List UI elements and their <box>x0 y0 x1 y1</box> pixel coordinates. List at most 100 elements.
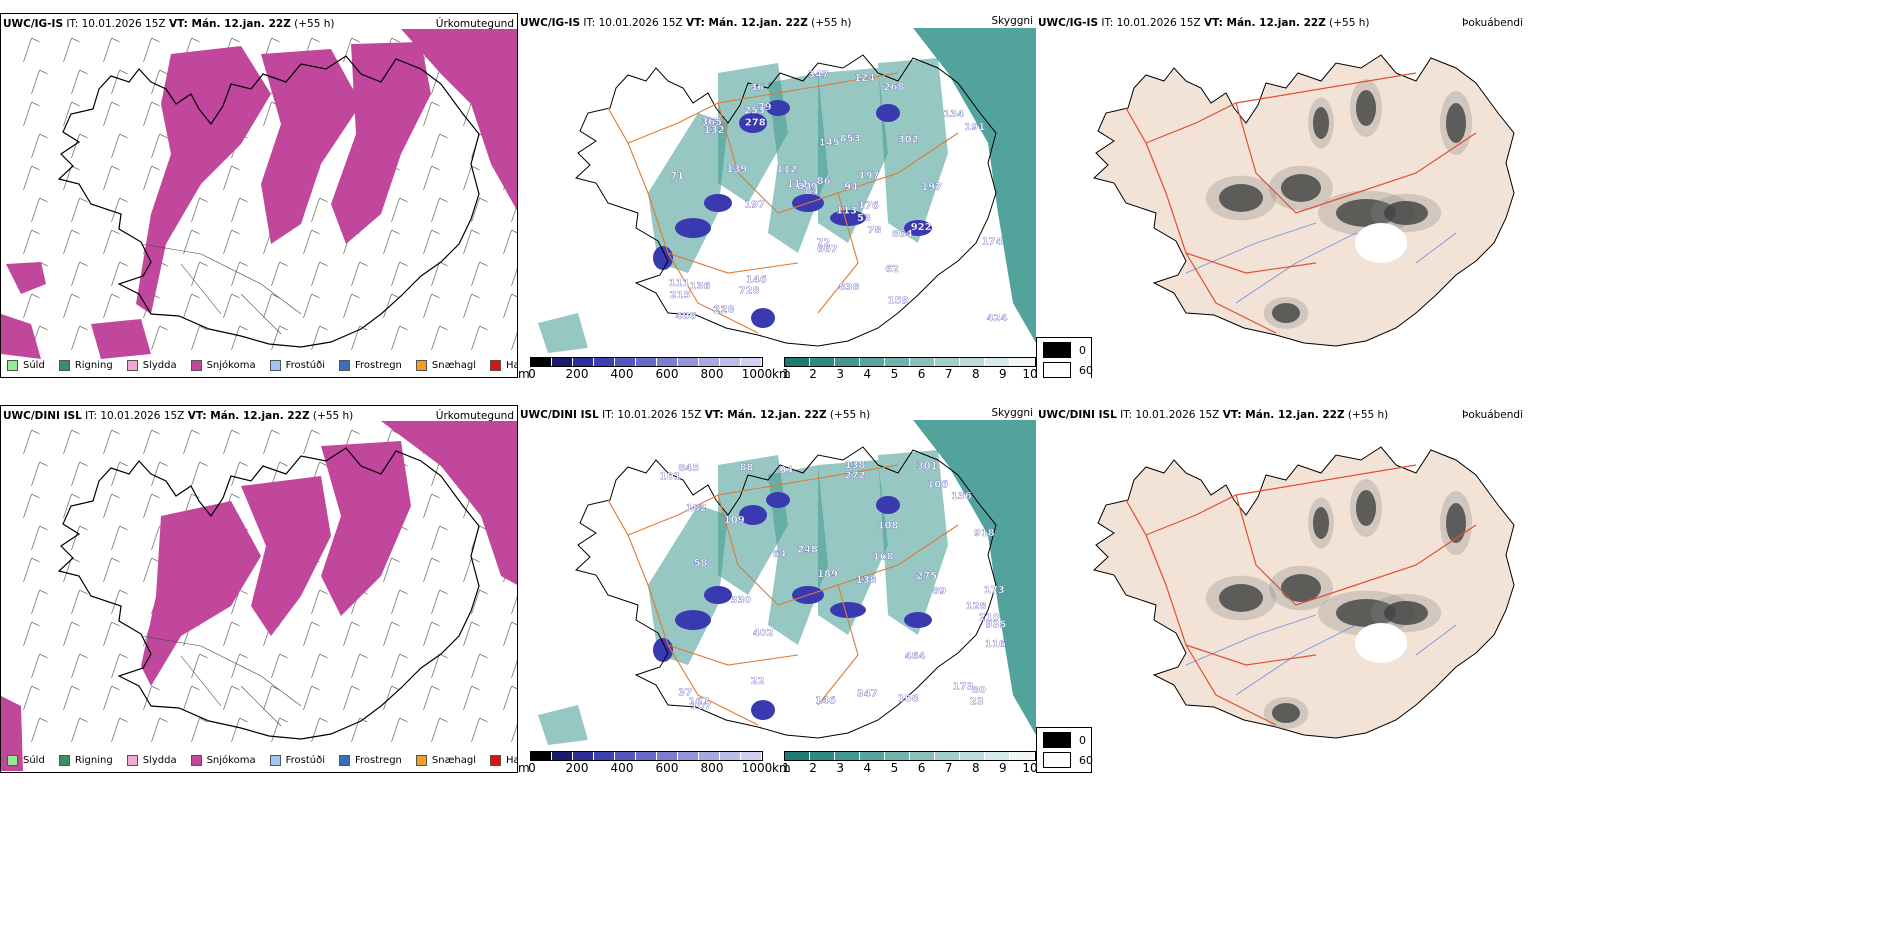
colorbar-tick: 6 <box>917 367 926 378</box>
precip-amount-label: 173 <box>953 681 974 692</box>
lead-time: (+55 h) <box>294 18 335 30</box>
legend-swatch <box>58 755 70 766</box>
cloud-panel-2: 248 168 189 347 106 464 167 173 80 136 918 109 94 138… <box>518 405 1036 773</box>
legend-swatch <box>269 755 281 766</box>
precip-amount-label: 109 <box>724 515 745 526</box>
colorbar-tick: 2 <box>809 367 817 378</box>
colorbar-tick: 5 <box>890 761 899 773</box>
legend-label: Frostúði <box>285 755 325 766</box>
valid-time: VT: Mán. 12.jan. 22Z <box>704 409 827 421</box>
lead-time: (+55 h) <box>1329 17 1370 29</box>
colorbar-tick: 400 <box>610 367 634 378</box>
fog-legend: 0 60 <box>1036 727 1093 773</box>
panel-title: Skyggni <box>991 407 1034 419</box>
fog-panel-1: UWC/IG-IS IT: 10.01.2026 15Z VT: Mán. 12… <box>1036 13 1526 378</box>
panel-header: UWC/IG-IS IT: 10.01.2026 15Z VT: Mán. 12… <box>3 18 335 30</box>
legend-swatch <box>7 360 18 371</box>
panel-header: UWC/DINI ISL IT: 10.01.2026 15Z VT: Mán.… <box>3 410 353 422</box>
precip-amount-label: 22 <box>751 676 765 687</box>
colorbar-cell <box>835 358 860 366</box>
colorbar-cell <box>720 752 741 760</box>
legend-label: Slydda <box>142 360 177 371</box>
precip-amount-label: 302 <box>898 135 919 146</box>
legend-label: Frostregn <box>355 360 402 371</box>
fog-legend-label: 0 <box>1079 343 1086 357</box>
colorbar-unit: m <box>518 761 530 773</box>
precip-amount-label: 728 <box>739 285 760 296</box>
precip-amount-label: 210 <box>979 613 1000 624</box>
legend-swatch <box>126 755 138 766</box>
colorbar-cell <box>785 358 810 366</box>
colorbar-cell <box>741 752 762 760</box>
precip-amount-label: 197 <box>744 200 765 211</box>
colorbar-tick: 0 <box>528 367 536 378</box>
fog-legend-label: 60 <box>1079 753 1093 767</box>
precip-amount-label: 21 <box>713 305 727 316</box>
legend-swatch <box>490 360 502 371</box>
precip-amount-label: 272 <box>845 470 866 481</box>
precip-amount-label: 112 <box>787 179 808 190</box>
precip-amount-label: 845 <box>678 463 699 474</box>
legend-swatch <box>190 360 202 371</box>
colorbar-tick: 1 <box>782 367 790 378</box>
precip-amount-label: 838 <box>839 282 860 293</box>
valid-time: VT: Mán. 12.jan. 22Z <box>187 410 310 422</box>
colorbar-cell <box>935 358 960 366</box>
legend-swatch <box>269 360 281 371</box>
colorbar-tick: 2 <box>809 761 817 773</box>
colorbar-cell <box>699 358 720 366</box>
precip-amount-label: 347 <box>808 70 829 81</box>
cloud-map-1: 838 728 268 864 159 176 124 128 113 347 424 53 112 11… <box>538 28 1036 353</box>
colorbar-cell <box>657 358 678 366</box>
colorbar-cell <box>657 752 678 760</box>
legend-label: Súld <box>23 755 45 766</box>
precip-amount-label: 88 <box>740 463 754 474</box>
precip-amount-label: 108 <box>878 520 899 531</box>
panel-header: UWC/IG-IS IT: 10.01.2026 15Z VT: Mán. 12… <box>520 17 852 29</box>
precip-type-panel-1: UWC/IG-IS IT: 10.01.2026 15Z VT: Mán. 12… <box>0 13 518 378</box>
legend-swatch <box>415 360 427 371</box>
legend-swatch <box>58 360 70 371</box>
legend-swatch <box>415 755 427 766</box>
colorbar-cell <box>860 358 885 366</box>
colorbar-unit: km <box>772 761 791 773</box>
legend-label: Rigning <box>74 360 113 371</box>
colorbar-tick: 5 <box>890 367 899 378</box>
colorbar-cell <box>785 752 810 760</box>
colorbar-cell <box>636 752 657 760</box>
panel-header: UWC/IG-IS IT: 10.01.2026 15Z VT: Mán. 12… <box>1038 17 1370 29</box>
legend-item: Snæhagl <box>415 755 476 766</box>
legend-label: Frostúði <box>285 360 325 371</box>
colorbar-cell <box>678 752 699 760</box>
legend-item: Rigning <box>58 755 113 766</box>
colorbar-cell <box>860 752 885 760</box>
precip-amount-label: 215 <box>670 290 691 301</box>
fog-legend-row: 60 <box>1043 752 1093 768</box>
colorbar-cell <box>573 752 594 760</box>
model-name: UWC/IG-IS <box>520 17 581 29</box>
panel-title: Þokuábendi <box>1462 17 1523 29</box>
legend-swatch <box>190 755 202 766</box>
colorbar-tick: 7 <box>944 761 953 773</box>
panel-header: UWC/DINI ISL IT: 10.01.2026 15Z VT: Mán.… <box>1038 409 1388 421</box>
colorbar-cell <box>531 358 552 366</box>
lead-time: (+55 h) <box>312 410 354 422</box>
precip-amount-label: 365 <box>701 117 722 128</box>
precip-amount-label: 71 <box>670 171 684 182</box>
visibility-colorbar: km 1 2 3 4 5 6 7 8 9 10 <box>772 357 1036 378</box>
precip-amount-label: 146 <box>815 696 836 707</box>
precip-amount-label: 72 <box>817 238 831 249</box>
precip-amount-label: 116 <box>985 639 1006 650</box>
colorbar-cell <box>615 358 636 366</box>
model-name: UWC/DINI ISL <box>1038 409 1117 421</box>
legend-swatch <box>126 360 138 371</box>
precip-amount-label: 146 <box>746 275 767 286</box>
colorbar-cell <box>720 358 741 366</box>
precip-amount-label: 128 <box>714 304 735 315</box>
precip-amount-label: 464 <box>905 651 926 662</box>
fog-legend-label: 0 <box>1079 733 1086 747</box>
precip-type-panel-2: UWC/DINI ISL IT: 10.01.2026 15Z VT: Mán.… <box>0 405 518 773</box>
legend-swatch <box>339 360 350 371</box>
colorbar-cell <box>960 752 985 760</box>
colorbar-tick: 600 <box>655 761 679 773</box>
